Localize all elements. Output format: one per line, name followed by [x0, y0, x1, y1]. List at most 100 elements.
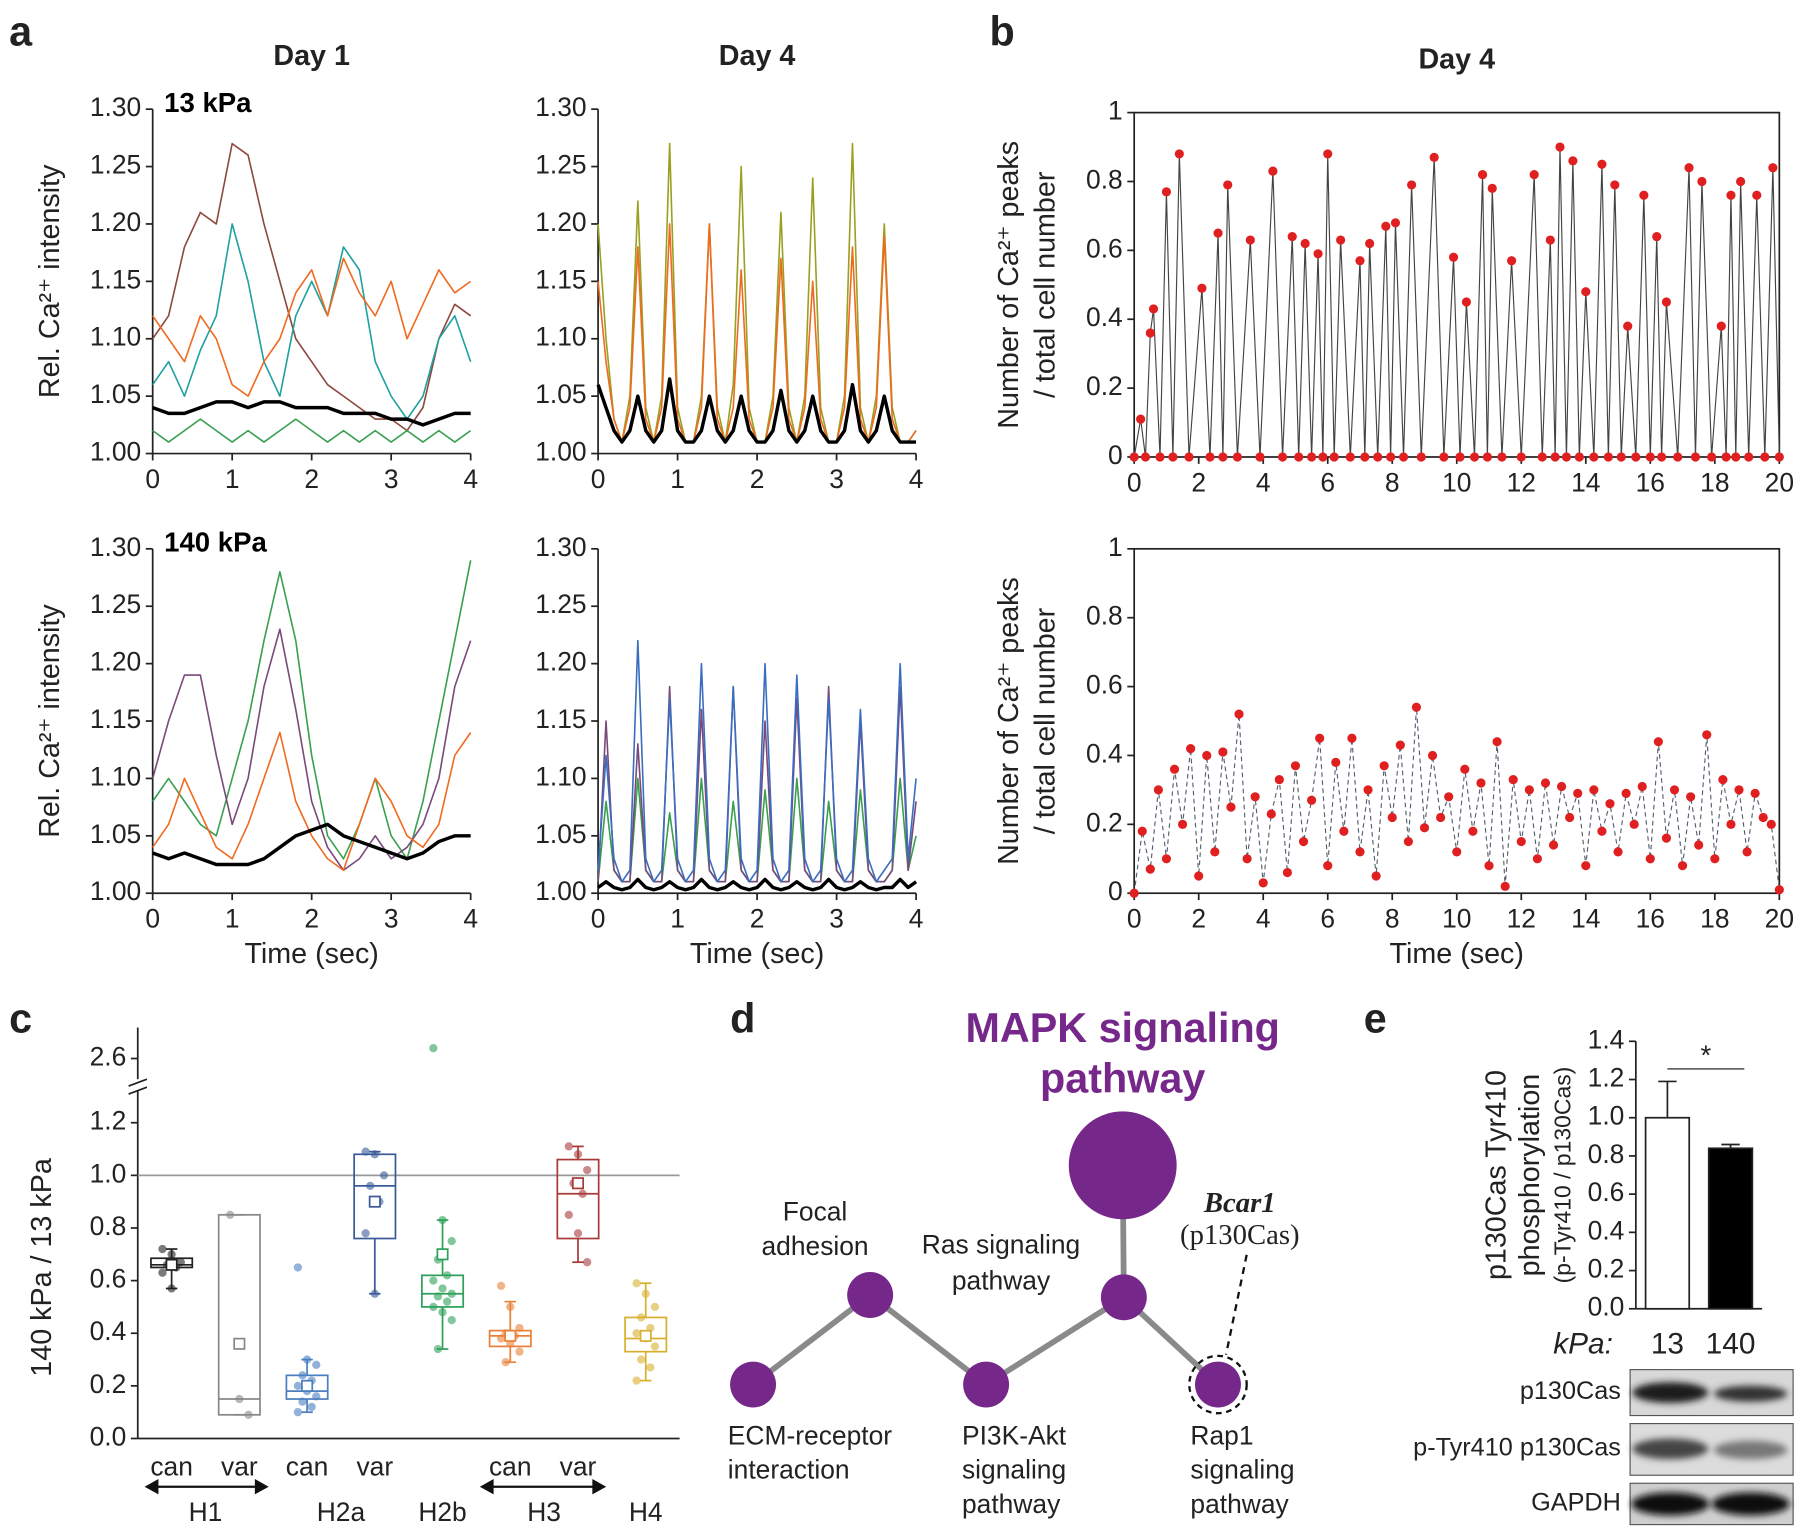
y-tick-label: 1.10: [535, 761, 586, 791]
data-point: [1407, 180, 1417, 190]
data-point: [1616, 452, 1626, 462]
blot-band: [1713, 1440, 1788, 1460]
node-label: interaction: [728, 1455, 850, 1485]
y-tick-label: 1.05: [535, 379, 586, 409]
data-point: [438, 1308, 447, 1317]
y-tick-label: 0.8: [1588, 1139, 1625, 1169]
data-point: [1448, 252, 1459, 262]
y-tick-label: 0.4: [90, 1316, 127, 1346]
data-point: [1710, 854, 1720, 864]
data-point: [1482, 452, 1492, 462]
data-point: [1218, 452, 1228, 462]
data-point: [1439, 452, 1449, 462]
y-tick-label: 1.15: [535, 264, 586, 294]
series-line: [152, 560, 472, 860]
data-point: [1508, 774, 1518, 785]
node-label: PI3K-Akt: [962, 1420, 1067, 1450]
x-tick-label: 140: [1706, 1327, 1756, 1360]
x-tick-label: var: [221, 1451, 258, 1481]
data-point: [433, 1292, 443, 1301]
y-tick-label: 0.0: [90, 1421, 127, 1451]
significance-label: *: [1701, 1040, 1712, 1071]
x-tick-label: 0: [1127, 904, 1142, 934]
y-tick-label: 0.2: [1086, 371, 1123, 401]
x-tick-label: 2: [1191, 904, 1206, 934]
y-tick-label: 0.0: [1588, 1292, 1625, 1322]
protein-label: (p130Cas): [1180, 1219, 1300, 1251]
node: [1195, 1361, 1241, 1408]
edge: [751, 1292, 872, 1387]
x-tick-label: can: [150, 1451, 193, 1481]
data-point: [1381, 221, 1391, 231]
data-point: [1750, 788, 1760, 798]
data-point: [1455, 452, 1465, 462]
node-label: adhesion: [761, 1231, 868, 1261]
x-tick-label: 3: [829, 464, 844, 494]
data-point: [1403, 836, 1413, 847]
x-tick-label: 18: [1700, 468, 1729, 498]
data-point: [1148, 304, 1159, 314]
diagram-title: pathway: [1040, 1055, 1205, 1101]
series-line: [152, 822, 471, 867]
x-tick-label: 6: [1320, 904, 1335, 934]
series-line: [152, 400, 471, 427]
data-point: [1290, 761, 1301, 771]
bar: [1644, 1116, 1691, 1310]
data-point: [573, 1150, 583, 1159]
data-point: [1661, 297, 1672, 307]
group-label: H2b: [418, 1497, 466, 1527]
bracket-arrows: [144, 1479, 269, 1495]
data-point: [1258, 878, 1268, 888]
data-point: [1145, 864, 1155, 874]
x-tick-label: var: [560, 1451, 597, 1481]
data-point: [366, 1181, 375, 1191]
data-point: [637, 1355, 646, 1364]
data-point: [1742, 847, 1752, 857]
data-point: [1589, 785, 1599, 795]
y-tick-label: 0.6: [90, 1264, 127, 1294]
bar: [1707, 1147, 1754, 1310]
x-tick-label: 2: [304, 904, 319, 934]
y-tick-label: 1.4: [1588, 1024, 1625, 1054]
y-tick-label: 0.2: [1588, 1254, 1625, 1284]
blot-band: [1713, 1385, 1788, 1402]
data-point: [1318, 452, 1328, 462]
node-label: Focal: [783, 1196, 848, 1226]
x-tick-label: 4: [1256, 468, 1271, 498]
data-point: [1174, 149, 1184, 159]
data-point: [1129, 888, 1139, 898]
blot-label: p-Tyr410 p130Cas: [1413, 1434, 1621, 1462]
data-point: [1194, 871, 1204, 881]
data-point: [1287, 231, 1297, 242]
data-point: [1690, 452, 1701, 462]
data-point: [1744, 452, 1754, 462]
blot-label: p130Cas: [1520, 1377, 1621, 1405]
data-point: [1621, 788, 1631, 798]
y-tick-label: 0: [1108, 440, 1123, 470]
data-point: [1561, 452, 1572, 462]
data-point: [1136, 414, 1146, 424]
x-tick-label: 13: [1651, 1327, 1684, 1360]
y-tick-label: 0: [1108, 876, 1123, 906]
data-point: [433, 1344, 443, 1354]
data-point: [1218, 747, 1228, 757]
data-point: [1363, 785, 1373, 795]
y-axis-label: Rel. Ca²⁺ intensity: [34, 604, 66, 838]
data-point: [583, 1258, 592, 1267]
group-brackets: [144, 1479, 607, 1495]
node-label: pathway: [952, 1265, 1051, 1295]
data-point: [1718, 774, 1728, 785]
data-point: [1697, 176, 1707, 187]
data-point: [1202, 750, 1212, 761]
y-tick-label: 1.25: [535, 589, 586, 619]
y-tick-label: 0.2: [90, 1369, 127, 1399]
data-point: [1734, 785, 1744, 795]
data-point: [1250, 792, 1260, 802]
data-point: [1548, 840, 1559, 850]
data-point: [1684, 163, 1694, 173]
x-tick-label: 0: [145, 904, 160, 934]
x-tick-label: can: [489, 1451, 532, 1481]
hub-node: [1068, 1111, 1177, 1220]
data-point: [293, 1263, 303, 1272]
series-line: [597, 223, 917, 443]
